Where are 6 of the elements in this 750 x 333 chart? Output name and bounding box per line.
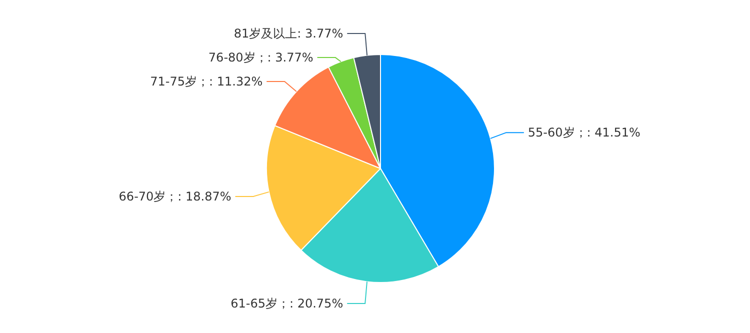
slice-label: 55-60岁；: 41.51% xyxy=(528,126,640,140)
slice-label: 71-75岁；: 11.32% xyxy=(150,74,263,88)
slice-label: 81岁及以上: 3.77% xyxy=(234,26,344,40)
slice-label: 66-70岁；: 18.87% xyxy=(118,189,232,204)
slice-label: 76-80岁；: 3.77% xyxy=(208,50,314,64)
slice-label: 61-65岁；: 20.75% xyxy=(230,296,344,311)
